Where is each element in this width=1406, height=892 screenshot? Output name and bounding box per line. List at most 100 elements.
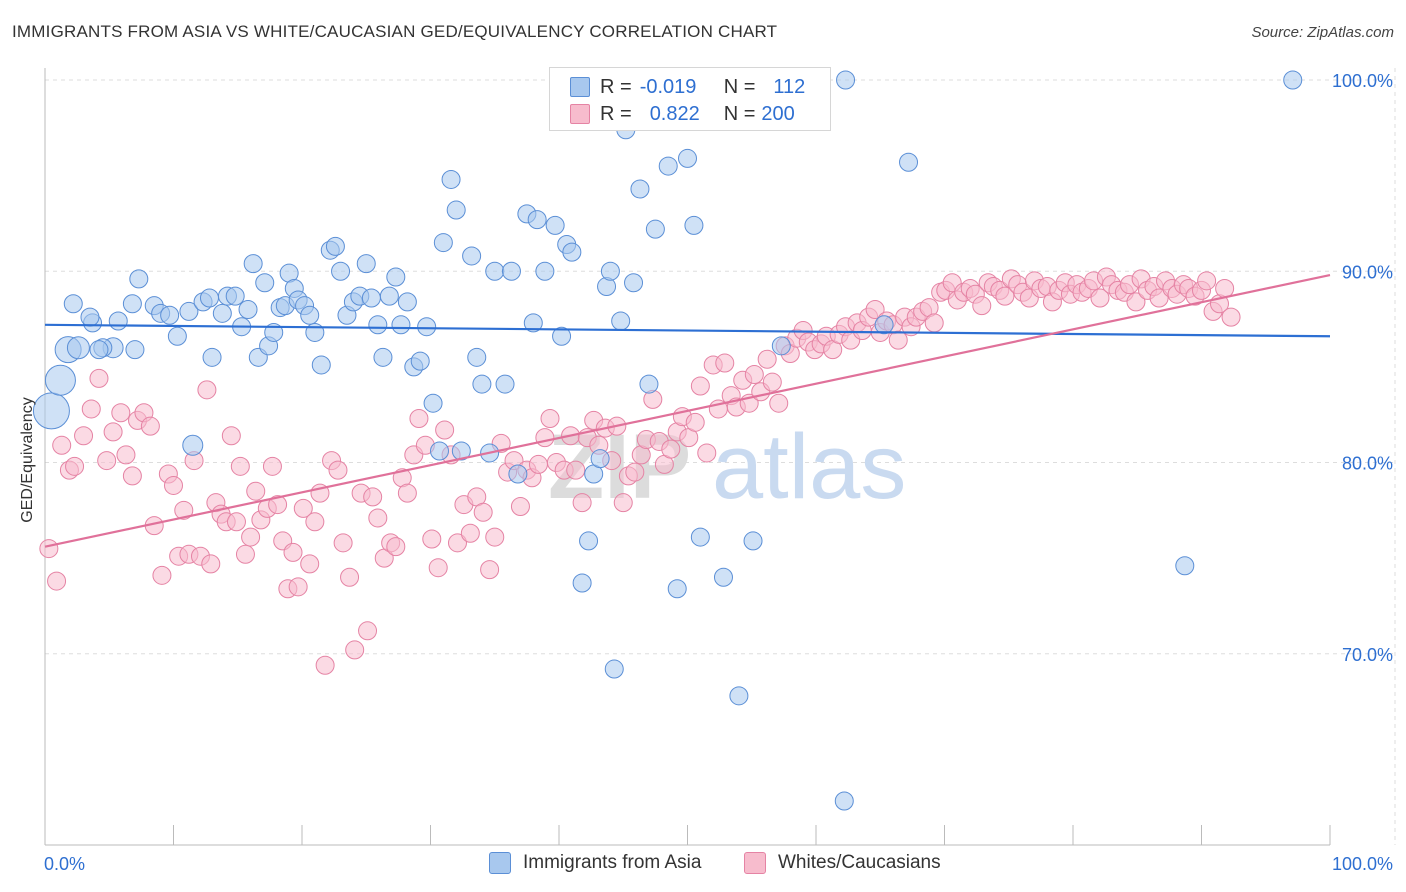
asia-point <box>545 215 565 235</box>
asia-point <box>356 254 376 274</box>
asia-point <box>600 261 620 281</box>
asia-point <box>611 311 631 331</box>
whites-point <box>74 426 94 446</box>
axes <box>44 68 1331 846</box>
whites-point <box>122 466 142 486</box>
whites-point <box>262 456 282 476</box>
whites-point <box>140 416 160 436</box>
asia-point <box>441 169 461 189</box>
asia-point <box>397 292 417 312</box>
whites-point <box>47 571 67 591</box>
trend-line-whites <box>44 273 1331 548</box>
series-legend: Immigrants from Asia Whites/Caucasians <box>0 852 1406 876</box>
legend-r-label: R = <box>600 102 632 125</box>
asia-point <box>80 307 100 327</box>
y-tick-labels: 70.0% 80.0% 90.0% 100.0% <box>1332 71 1393 665</box>
whites-point <box>397 483 417 503</box>
whites-point <box>435 420 455 440</box>
asia-point <box>243 254 263 274</box>
asia-point <box>590 449 610 469</box>
asia-point <box>238 300 258 319</box>
whites-point <box>685 412 705 432</box>
whites-point <box>197 380 217 400</box>
asia-point <box>446 200 466 220</box>
watermark-atlas: atlas <box>712 416 906 518</box>
whites-point <box>422 529 442 549</box>
asia-point <box>645 219 665 239</box>
legend-n-value: 200 <box>761 102 795 125</box>
x-tick-labels: 0.0% 100.0% <box>44 854 1393 874</box>
x-tick-label: 0.0% <box>44 854 85 874</box>
whites-point <box>174 500 194 520</box>
asia-point <box>771 336 791 356</box>
asia-point <box>63 294 83 314</box>
asia-point <box>423 393 443 413</box>
whites-point <box>116 445 136 465</box>
asia-point <box>495 374 515 394</box>
asia-point <box>684 215 704 235</box>
series-label-asia: Immigrants from Asia <box>523 852 702 873</box>
asia-point <box>417 317 437 337</box>
whites-point <box>315 655 335 675</box>
asia-point <box>44 364 76 396</box>
whites-point <box>241 527 261 547</box>
whites-point <box>1126 292 1146 312</box>
asia-point <box>690 527 710 547</box>
whites-point <box>613 493 633 513</box>
chart-source: Source: ZipAtlas.com <box>1251 24 1394 41</box>
legend-n-value: 112 <box>773 75 806 98</box>
whites-point <box>226 512 246 532</box>
whites-point <box>528 454 548 474</box>
whites-point <box>164 475 183 495</box>
whites-point <box>995 286 1015 306</box>
asia-point <box>899 152 919 172</box>
asia-point <box>667 579 687 599</box>
whites-point <box>697 443 717 463</box>
asia-point <box>212 303 232 323</box>
asia-point <box>361 288 381 308</box>
asia-point <box>368 315 388 335</box>
whites-point <box>1197 271 1217 291</box>
asia-point <box>874 315 894 335</box>
whites-point <box>246 481 266 501</box>
whites-point <box>358 621 378 641</box>
asia-point <box>66 336 90 360</box>
x-tick-label: 100.0% <box>1332 854 1393 874</box>
whites-point <box>428 558 448 578</box>
whites-point <box>715 353 735 373</box>
whites-point <box>690 376 710 396</box>
asia-point <box>552 326 572 346</box>
asia-point <box>572 573 592 593</box>
asia-point <box>182 434 204 456</box>
series-swatch-asia <box>489 852 511 874</box>
whites-point <box>480 560 500 580</box>
whites-point <box>473 502 493 522</box>
asia-point <box>658 156 678 176</box>
asia-point <box>604 659 624 679</box>
series-legend-asia[interactable]: Immigrants from Asia <box>489 852 701 874</box>
series-legend-whites[interactable]: Whites/Caucasians <box>744 852 941 874</box>
asia-point <box>410 351 430 371</box>
asia-point <box>167 326 187 346</box>
whites-point <box>81 399 101 419</box>
series-label-whites: Whites/Caucasians <box>778 852 941 873</box>
whites-point <box>572 493 592 513</box>
whites-point <box>1215 278 1235 298</box>
legend-n-label: N = <box>723 102 756 125</box>
asia-point <box>501 261 521 281</box>
asia-point <box>300 305 320 325</box>
whites-point <box>368 508 388 528</box>
asia-point <box>331 261 351 281</box>
whites-point <box>235 544 255 564</box>
whites-point <box>485 527 505 547</box>
whites-point <box>52 435 72 455</box>
asia-point <box>713 567 733 587</box>
asia-point <box>108 311 128 331</box>
whites-point <box>865 300 885 319</box>
whites-point <box>39 539 59 559</box>
asia-point <box>429 441 449 461</box>
asia-point <box>311 355 331 375</box>
whites-point <box>972 296 992 316</box>
whites-point <box>625 462 645 482</box>
